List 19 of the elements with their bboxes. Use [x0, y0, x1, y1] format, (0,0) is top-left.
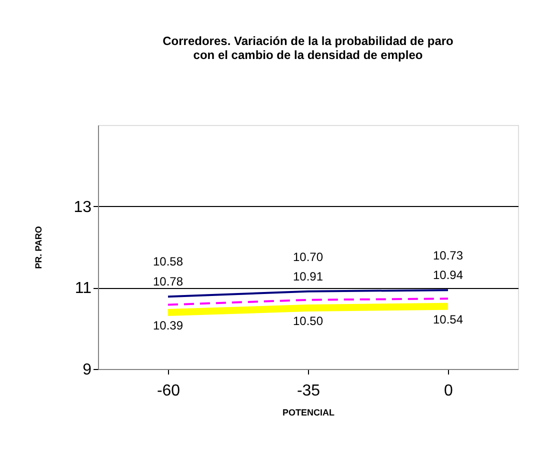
data-label: 10.50: [292, 314, 324, 328]
y-tick-label: 11: [74, 280, 92, 298]
data-label: 10.39: [152, 318, 184, 332]
x-tick-label: 0: [444, 382, 454, 400]
data-label: 10.73: [432, 248, 464, 263]
x-tick-label: -60: [156, 382, 180, 400]
data-label: 10.58: [152, 254, 184, 269]
text: con el cambio de la densidad de empleo: [193, 48, 423, 62]
y-tick-label: 9: [82, 362, 92, 378]
x-tick-label: -35: [296, 382, 320, 400]
data-label: 10.70: [292, 250, 324, 264]
x-axis-title: POTENCIAL: [282, 408, 335, 418]
data-label: 10.78: [152, 274, 184, 289]
y-tick-label: 13: [74, 198, 92, 216]
text: Corredores. Variación de la la probabilidad de paro: [162, 34, 454, 48]
data-label: 10.94: [432, 268, 464, 282]
data-label: 10.54: [432, 312, 464, 326]
data-label: 10.91: [292, 269, 324, 284]
y-axis-title: PR. PARO: [34, 226, 44, 269]
